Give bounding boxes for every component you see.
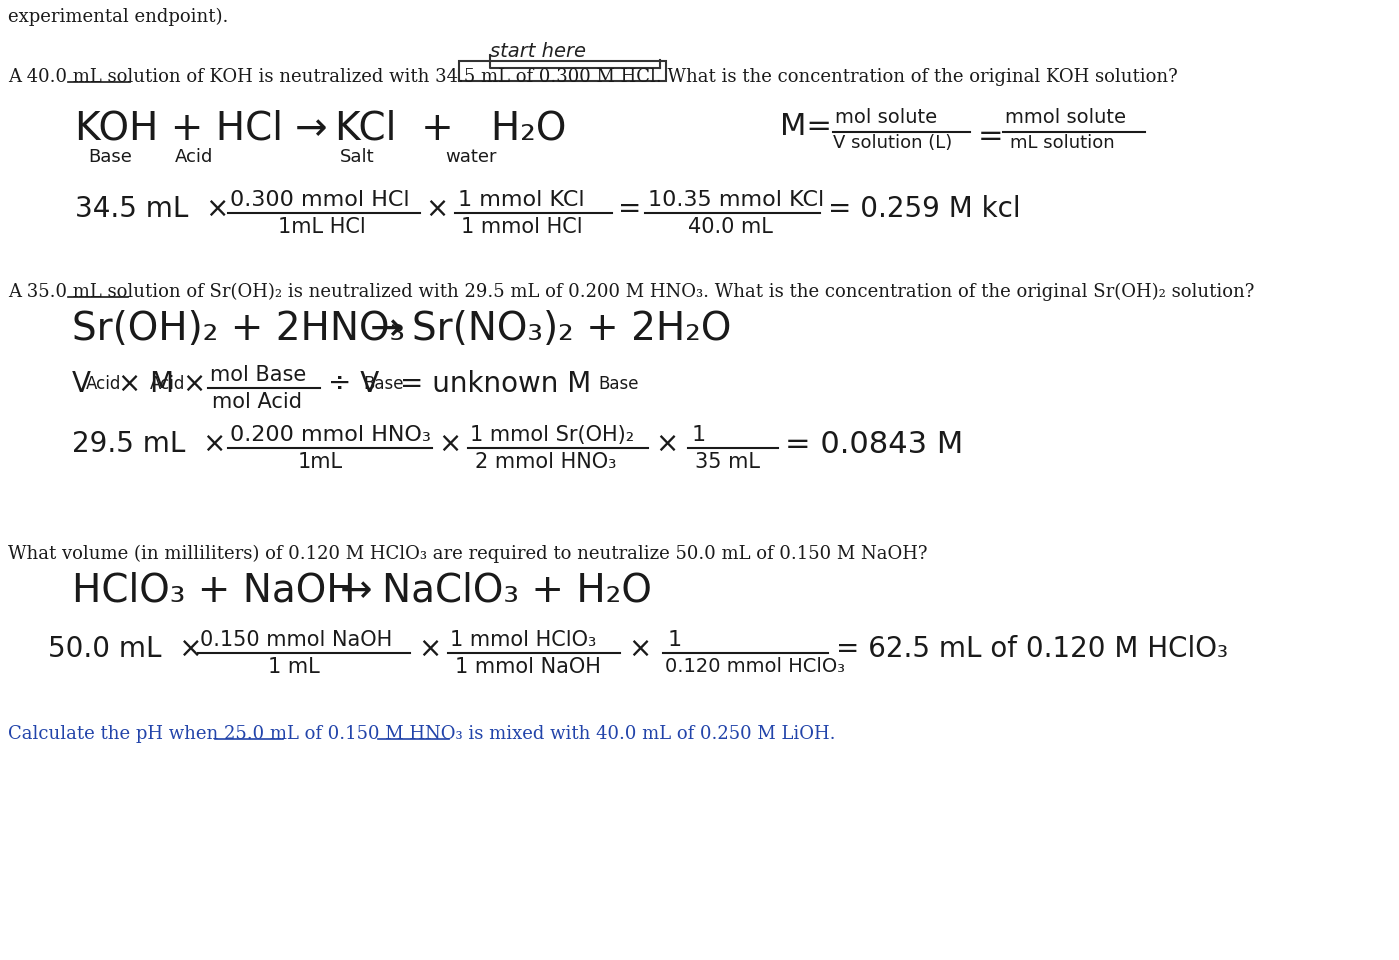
Text: Base: Base bbox=[362, 375, 403, 393]
Text: = 0.259 M kcl: = 0.259 M kcl bbox=[828, 195, 1021, 223]
Text: ×: × bbox=[418, 635, 441, 663]
Text: Calculate the pH when 25.0 mL of 0.150 M HNO₃ is mixed with 40.0 mL of 0.250 M L: Calculate the pH when 25.0 mL of 0.150 M… bbox=[8, 725, 835, 743]
Text: 50.0 mL  ×: 50.0 mL × bbox=[48, 635, 203, 663]
Text: = 62.5 mL of 0.120 M HClO₃: = 62.5 mL of 0.120 M HClO₃ bbox=[837, 635, 1228, 663]
Text: KOH + HCl: KOH + HCl bbox=[76, 110, 283, 148]
Text: Acid: Acid bbox=[85, 375, 122, 393]
Text: ×: × bbox=[182, 370, 206, 398]
Text: V solution (L): V solution (L) bbox=[832, 134, 953, 152]
Text: = unknown M: = unknown M bbox=[400, 370, 592, 398]
Text: 35 mL: 35 mL bbox=[695, 452, 760, 472]
Text: 10.35 mmol KCl: 10.35 mmol KCl bbox=[648, 190, 824, 210]
Text: 34.5 mL  ×: 34.5 mL × bbox=[76, 195, 229, 223]
Text: Acid: Acid bbox=[150, 375, 186, 393]
Text: 0.300 mmol HCl: 0.300 mmol HCl bbox=[229, 190, 410, 210]
Text: →: → bbox=[295, 110, 327, 148]
Text: mol solute: mol solute bbox=[835, 108, 937, 127]
Text: 1 mmol NaOH: 1 mmol NaOH bbox=[455, 657, 602, 677]
Text: 1mL HCl: 1mL HCl bbox=[278, 217, 365, 237]
Text: Acid: Acid bbox=[175, 148, 214, 166]
Text: mmol solute: mmol solute bbox=[1004, 108, 1126, 127]
Text: ×: × bbox=[425, 195, 448, 223]
Text: →: → bbox=[340, 572, 372, 610]
Text: water: water bbox=[445, 148, 497, 166]
Text: Sr(NO₃)₂ + 2H₂O: Sr(NO₃)₂ + 2H₂O bbox=[411, 310, 732, 348]
Text: ×: × bbox=[438, 430, 462, 458]
Text: 1 mmol HCl: 1 mmol HCl bbox=[462, 217, 582, 237]
Text: experimental endpoint).: experimental endpoint). bbox=[8, 8, 228, 26]
Text: ×: × bbox=[628, 635, 652, 663]
Text: 1: 1 bbox=[693, 425, 706, 445]
Text: 1mL: 1mL bbox=[298, 452, 343, 472]
Text: 1: 1 bbox=[667, 630, 683, 650]
Text: 40.0 mL: 40.0 mL bbox=[688, 217, 772, 237]
Text: ÷ V: ÷ V bbox=[327, 370, 379, 398]
Text: →: → bbox=[369, 310, 403, 348]
Text: start here: start here bbox=[490, 42, 586, 61]
Text: × M: × M bbox=[118, 370, 173, 398]
Text: ×: × bbox=[655, 430, 679, 458]
Text: Salt: Salt bbox=[340, 148, 375, 166]
Text: =: = bbox=[978, 122, 1003, 151]
Text: Sr(OH)₂ + 2HNO₃: Sr(OH)₂ + 2HNO₃ bbox=[71, 310, 406, 348]
Text: KCl  +   H₂O: KCl + H₂O bbox=[334, 110, 567, 148]
Text: 0.150 mmol NaOH: 0.150 mmol NaOH bbox=[200, 630, 392, 650]
Text: 1 mmol HClO₃: 1 mmol HClO₃ bbox=[450, 630, 596, 650]
Text: HClO₃ + NaOH: HClO₃ + NaOH bbox=[71, 572, 355, 610]
Text: 1 mL: 1 mL bbox=[269, 657, 320, 677]
Text: A 40.0 mL solution of KOH is neutralized with 34.5 mL of 0.300 M HCl. What is th: A 40.0 mL solution of KOH is neutralized… bbox=[8, 68, 1178, 86]
Text: 2 mmol HNO₃: 2 mmol HNO₃ bbox=[476, 452, 617, 472]
Text: =: = bbox=[618, 195, 641, 223]
Text: 1 mmol Sr(OH)₂: 1 mmol Sr(OH)₂ bbox=[470, 425, 634, 445]
Text: Base: Base bbox=[88, 148, 132, 166]
Text: mL solution: mL solution bbox=[1010, 134, 1115, 152]
Text: NaClO₃ + H₂O: NaClO₃ + H₂O bbox=[382, 572, 652, 610]
Text: 0.120 mmol HClO₃: 0.120 mmol HClO₃ bbox=[665, 657, 845, 676]
Text: A 35.0 mL solution of Sr(OH)₂ is neutralized with 29.5 mL of 0.200 M HNO₃. What : A 35.0 mL solution of Sr(OH)₂ is neutral… bbox=[8, 283, 1255, 301]
Text: 1 mmol KCl: 1 mmol KCl bbox=[457, 190, 585, 210]
Text: = 0.0843 M: = 0.0843 M bbox=[785, 430, 964, 459]
Text: 29.5 mL  ×: 29.5 mL × bbox=[71, 430, 227, 458]
Text: mol Base: mol Base bbox=[210, 365, 306, 385]
Text: What volume (in milliliters) of 0.120 M HClO₃ are required to neutralize 50.0 mL: What volume (in milliliters) of 0.120 M … bbox=[8, 545, 928, 564]
Text: Base: Base bbox=[597, 375, 638, 393]
Text: M=: M= bbox=[781, 112, 832, 141]
Text: mol Acid: mol Acid bbox=[213, 392, 302, 412]
Text: V: V bbox=[71, 370, 91, 398]
Text: 0.200 mmol HNO₃: 0.200 mmol HNO₃ bbox=[229, 425, 431, 445]
